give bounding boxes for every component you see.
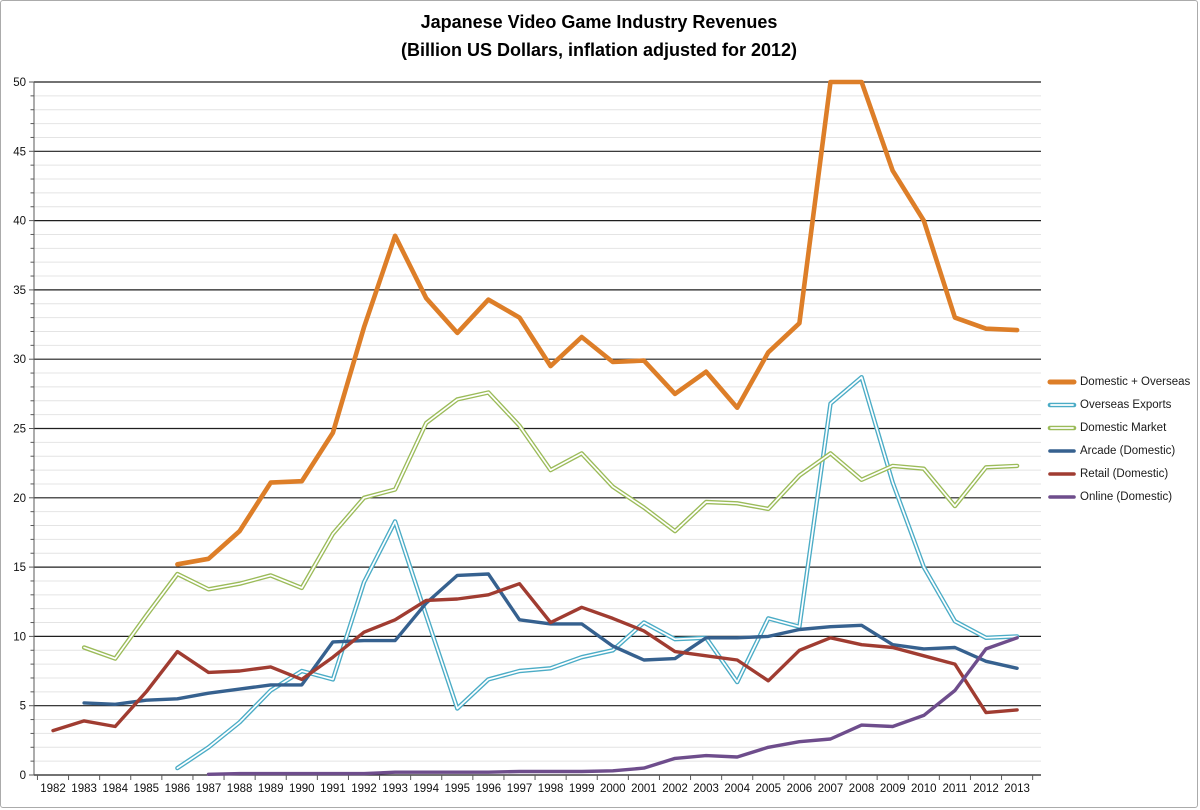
x-axis-label: 1989 — [258, 783, 284, 795]
series-line — [206, 636, 1019, 776]
x-axis-label: 1996 — [476, 783, 502, 795]
x-axis-label: 2010 — [911, 783, 937, 795]
x-axis-label: 1986 — [165, 783, 191, 795]
x-axis-label: 2005 — [756, 783, 782, 795]
legend-swatch-outlined-line — [1047, 402, 1077, 408]
legend-item: Overseas Exports — [1047, 394, 1171, 416]
y-axis-label: 20 — [13, 493, 26, 505]
x-axis-label: 1998 — [538, 783, 564, 795]
x-axis-label: 2013 — [1004, 783, 1030, 795]
y-axis-label: 10 — [13, 631, 26, 643]
legend-item: Domestic + Overseas — [1047, 371, 1190, 393]
y-axis-label: 5 — [20, 701, 26, 713]
x-axis-label: 1987 — [196, 783, 222, 795]
legend-swatch-line — [1047, 379, 1077, 385]
x-axis-label: 2012 — [973, 783, 999, 795]
x-axis-label: 2009 — [880, 783, 906, 795]
x-axis-label: 1982 — [40, 783, 66, 795]
x-axis-label: 1983 — [71, 783, 97, 795]
y-axis-label: 50 — [13, 77, 26, 89]
y-axis-label: 45 — [13, 146, 26, 158]
y-axis-label: 25 — [13, 424, 26, 436]
x-axis-label: 2004 — [724, 783, 750, 795]
y-axis-label: 15 — [13, 562, 26, 574]
legend-label: Overseas Exports — [1080, 399, 1172, 411]
x-axis-label: 2003 — [693, 783, 719, 795]
legend-item: Online (Domestic) — [1047, 486, 1172, 508]
series-line-core — [83, 391, 1018, 660]
x-axis-label: 2000 — [600, 783, 626, 795]
legend-item: Arcade (Domestic) — [1047, 440, 1175, 462]
x-axis-label: 2008 — [849, 783, 875, 795]
x-axis-label: 1993 — [382, 783, 408, 795]
y-axis-label: 40 — [13, 216, 26, 228]
legend-label: Retail (Domestic) — [1080, 468, 1169, 480]
y-axis-label: 30 — [13, 354, 26, 366]
x-axis-label: 2002 — [662, 783, 688, 795]
legend-label: Online (Domestic) — [1080, 491, 1173, 503]
x-axis-label: 2001 — [631, 783, 657, 795]
x-axis-label: 1984 — [102, 783, 128, 795]
x-axis-label: 2011 — [943, 783, 968, 795]
series-line — [175, 79, 1020, 567]
legend-item: Domestic Market — [1047, 417, 1166, 439]
legend-item: Retail (Domestic) — [1047, 463, 1168, 485]
legend-swatch-outlined-line — [1047, 425, 1077, 431]
y-axis-label: 0 — [20, 770, 26, 782]
x-axis-label: 1988 — [227, 783, 253, 795]
x-axis-label: 2007 — [818, 783, 844, 795]
chart-title-block: Japanese Video Game Industry Revenues (B… — [1, 8, 1197, 64]
x-axis-label: 2006 — [787, 783, 813, 795]
x-axis-label: 1985 — [134, 783, 160, 795]
series-line — [175, 375, 1020, 771]
chart-subtitle: (Billion US Dollars, inflation adjusted … — [400, 40, 798, 60]
x-axis-label: 1994 — [413, 783, 439, 795]
x-axis-label: 1990 — [289, 783, 315, 795]
legend-swatch-line — [1048, 495, 1076, 499]
chart-title: Japanese Video Game Industry Revenues — [420, 12, 778, 32]
legend-label: Domestic + Overseas — [1080, 376, 1191, 388]
series-line-core — [176, 376, 1018, 769]
x-axis-label: 1992 — [351, 783, 377, 795]
series-line — [82, 572, 1019, 706]
legend-swatch-line — [1048, 472, 1076, 476]
legend-label: Domestic Market — [1080, 422, 1167, 434]
x-axis-label: 1997 — [507, 783, 533, 795]
y-axis-label: 35 — [13, 285, 26, 297]
x-axis-label: 1999 — [569, 783, 595, 795]
legend-label: Arcade (Domestic) — [1080, 445, 1176, 457]
series-line — [51, 582, 1019, 733]
x-axis-label: 1991 — [320, 783, 346, 795]
legend-swatch-line — [1048, 449, 1076, 453]
x-axis-label: 1995 — [445, 783, 471, 795]
